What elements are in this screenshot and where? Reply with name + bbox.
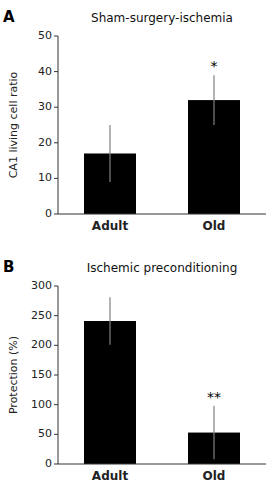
y-tick xyxy=(54,345,58,346)
panel-label: A xyxy=(3,8,15,26)
y-tick-label: 20 xyxy=(38,136,52,149)
y-tick-label: 10 xyxy=(38,171,52,184)
error-bar xyxy=(213,75,214,125)
error-bar xyxy=(109,125,110,182)
y-axis-label: Protection (%) xyxy=(7,336,20,414)
chart-root: 0 10 20 30 40 50 Adult Old Sham-surgery-ischemia… xyxy=(0,0,275,500)
panel: 0 50 100 150 200 250 300 Adult Old Ischemic preco… xyxy=(3,258,266,483)
y-tick-label: 40 xyxy=(38,65,52,78)
y-tick xyxy=(54,464,58,465)
panel: 0 10 20 30 40 50 Adult Old Sham-surgery-ischemia… xyxy=(3,8,266,233)
x-tick-label: Old xyxy=(203,469,226,483)
x-axis-line xyxy=(58,464,266,465)
y-tick xyxy=(54,434,58,435)
y-tick xyxy=(54,71,58,72)
y-axis-label: CA1 living cell ratio xyxy=(7,71,20,178)
marks xyxy=(84,297,240,464)
x-tick-label: Adult xyxy=(92,219,129,233)
panel-label: B xyxy=(3,258,14,276)
y-tick-label: 30 xyxy=(38,100,52,113)
y-tick xyxy=(54,36,58,37)
title: Sham-surgery-ischemia xyxy=(91,11,233,25)
y-tick-label: 50 xyxy=(38,29,52,42)
error-bar xyxy=(109,297,110,344)
y-tick-label: 0 xyxy=(45,457,52,470)
y-tick xyxy=(54,404,58,405)
y-tick xyxy=(54,142,58,143)
y-tick xyxy=(54,214,58,215)
y-tick xyxy=(54,315,58,316)
y-tick-label: 300 xyxy=(31,279,52,292)
y-tick xyxy=(54,375,58,376)
title: Ischemic preconditioning xyxy=(87,261,238,275)
y-tick-label: 50 xyxy=(38,427,52,440)
x-axis-line xyxy=(58,214,266,215)
significance-marker: * xyxy=(211,58,218,74)
x-tick-label: Adult xyxy=(92,469,129,483)
y-axis-line xyxy=(58,36,59,214)
y-tick-label: 100 xyxy=(31,398,52,411)
x-tick-label: Old xyxy=(203,219,226,233)
y-tick-label: 200 xyxy=(31,338,52,351)
y-tick-label: 0 xyxy=(45,207,52,220)
y-tick-label: 250 xyxy=(31,309,52,322)
error-bar xyxy=(213,406,214,459)
y-tick xyxy=(54,107,58,108)
y-tick-label: 150 xyxy=(31,368,52,381)
y-tick xyxy=(54,286,58,287)
marks xyxy=(84,75,240,214)
significance-marker: ** xyxy=(207,389,221,405)
y-tick xyxy=(54,178,58,179)
